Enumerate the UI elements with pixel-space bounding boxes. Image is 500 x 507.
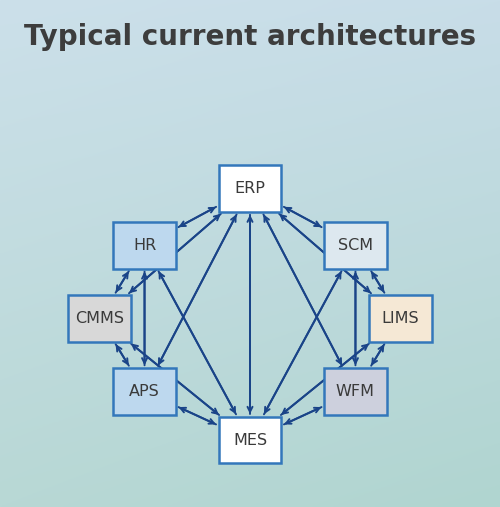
FancyBboxPatch shape — [113, 368, 176, 415]
Text: HR: HR — [133, 238, 156, 253]
Text: CMMS: CMMS — [76, 311, 124, 326]
FancyBboxPatch shape — [368, 295, 432, 342]
Text: LIMS: LIMS — [382, 311, 419, 326]
FancyBboxPatch shape — [218, 165, 282, 212]
FancyBboxPatch shape — [324, 222, 387, 269]
Text: MES: MES — [233, 432, 267, 448]
Text: SCM: SCM — [338, 238, 373, 253]
FancyBboxPatch shape — [113, 222, 176, 269]
FancyBboxPatch shape — [218, 417, 282, 463]
Text: WFM: WFM — [336, 384, 375, 399]
Text: Typical current architectures: Typical current architectures — [24, 23, 476, 51]
Text: APS: APS — [129, 384, 160, 399]
FancyBboxPatch shape — [324, 368, 387, 415]
Text: ERP: ERP — [234, 181, 266, 196]
FancyBboxPatch shape — [68, 295, 132, 342]
